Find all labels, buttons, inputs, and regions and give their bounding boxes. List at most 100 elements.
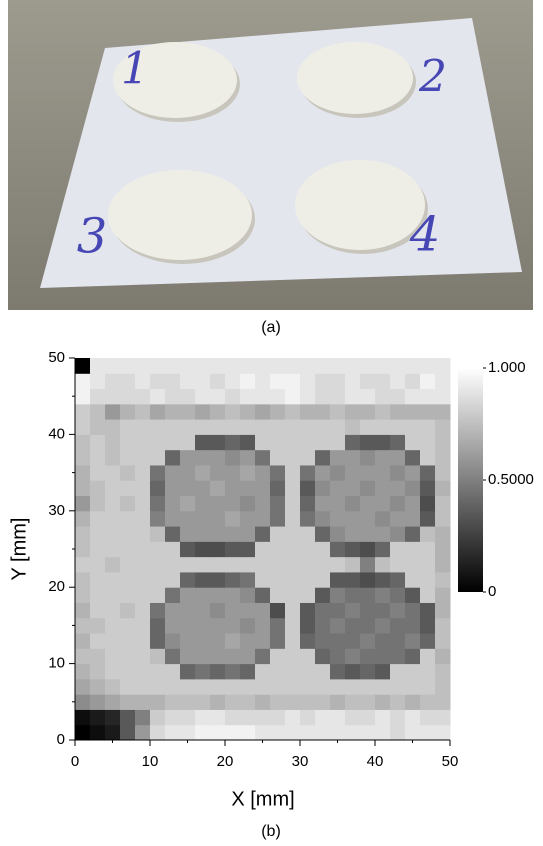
cell xyxy=(285,633,301,649)
cell xyxy=(435,511,451,527)
cell xyxy=(135,511,151,527)
cell xyxy=(150,602,166,618)
cell xyxy=(225,511,241,527)
cell xyxy=(375,496,391,512)
cell xyxy=(360,618,376,634)
cell xyxy=(210,404,226,420)
cell xyxy=(150,450,166,466)
cell xyxy=(180,404,196,420)
cell xyxy=(210,465,226,481)
cell xyxy=(195,541,211,557)
cell xyxy=(390,358,406,374)
cell xyxy=(240,725,256,741)
disk-number: 3 xyxy=(77,209,108,265)
cell xyxy=(75,694,91,710)
cell xyxy=(195,557,211,573)
cell xyxy=(285,648,301,664)
cell xyxy=(255,541,271,557)
cell xyxy=(270,496,286,512)
cell xyxy=(420,664,436,680)
cell xyxy=(315,633,331,649)
cell xyxy=(210,664,226,680)
cell xyxy=(345,648,361,664)
y-tick-label: 0 xyxy=(57,731,65,748)
cell xyxy=(150,648,166,664)
cell xyxy=(225,358,241,374)
cell xyxy=(165,480,181,496)
cell xyxy=(240,618,256,634)
cell xyxy=(225,404,241,420)
cell xyxy=(150,725,166,741)
cell xyxy=(300,679,316,695)
cell xyxy=(285,511,301,527)
cell xyxy=(390,587,406,603)
cell xyxy=(315,602,331,618)
cell xyxy=(135,419,151,435)
cell xyxy=(120,450,136,466)
cell xyxy=(300,557,316,573)
cell xyxy=(315,709,331,725)
cell xyxy=(240,496,256,512)
cell xyxy=(225,725,241,741)
cell xyxy=(90,587,106,603)
cell xyxy=(195,511,211,527)
cell xyxy=(375,465,391,481)
cell xyxy=(300,618,316,634)
paper xyxy=(40,18,522,288)
cell xyxy=(285,664,301,680)
cell xyxy=(90,541,106,557)
cell xyxy=(420,358,436,374)
cell xyxy=(255,480,271,496)
cell xyxy=(285,725,301,741)
cell xyxy=(330,511,346,527)
cell xyxy=(360,709,376,725)
cell xyxy=(360,434,376,450)
cell xyxy=(195,389,211,405)
cell xyxy=(300,725,316,741)
cell xyxy=(225,557,241,573)
cell xyxy=(285,404,301,420)
cell xyxy=(180,434,196,450)
cell xyxy=(345,511,361,527)
cell xyxy=(120,725,136,741)
cell xyxy=(240,358,256,374)
cell xyxy=(390,465,406,481)
cell xyxy=(285,358,301,374)
cell xyxy=(225,679,241,695)
cell xyxy=(435,664,451,680)
cell xyxy=(165,709,181,725)
cell xyxy=(105,480,121,496)
cell xyxy=(315,480,331,496)
cell xyxy=(330,541,346,557)
cell xyxy=(360,557,376,573)
cell xyxy=(225,434,241,450)
caption: (a) xyxy=(261,319,281,336)
cell xyxy=(375,541,391,557)
cell xyxy=(75,450,91,466)
y-tick-label: 50 xyxy=(48,349,65,366)
cell xyxy=(180,587,196,603)
cell xyxy=(300,434,316,450)
cell xyxy=(240,511,256,527)
cell xyxy=(105,541,121,557)
cell xyxy=(420,434,436,450)
cell xyxy=(375,694,391,710)
cell xyxy=(375,450,391,466)
cell xyxy=(150,694,166,710)
cell xyxy=(300,480,316,496)
cell xyxy=(195,694,211,710)
cell xyxy=(210,541,226,557)
cell xyxy=(90,358,106,374)
cell xyxy=(405,480,421,496)
cell xyxy=(75,648,91,664)
cell xyxy=(180,694,196,710)
cell xyxy=(90,450,106,466)
cell xyxy=(180,511,196,527)
cell xyxy=(255,419,271,435)
cell xyxy=(315,496,331,512)
cell xyxy=(435,496,451,512)
cell xyxy=(90,694,106,710)
cell xyxy=(405,450,421,466)
cell xyxy=(135,465,151,481)
cell xyxy=(315,618,331,634)
